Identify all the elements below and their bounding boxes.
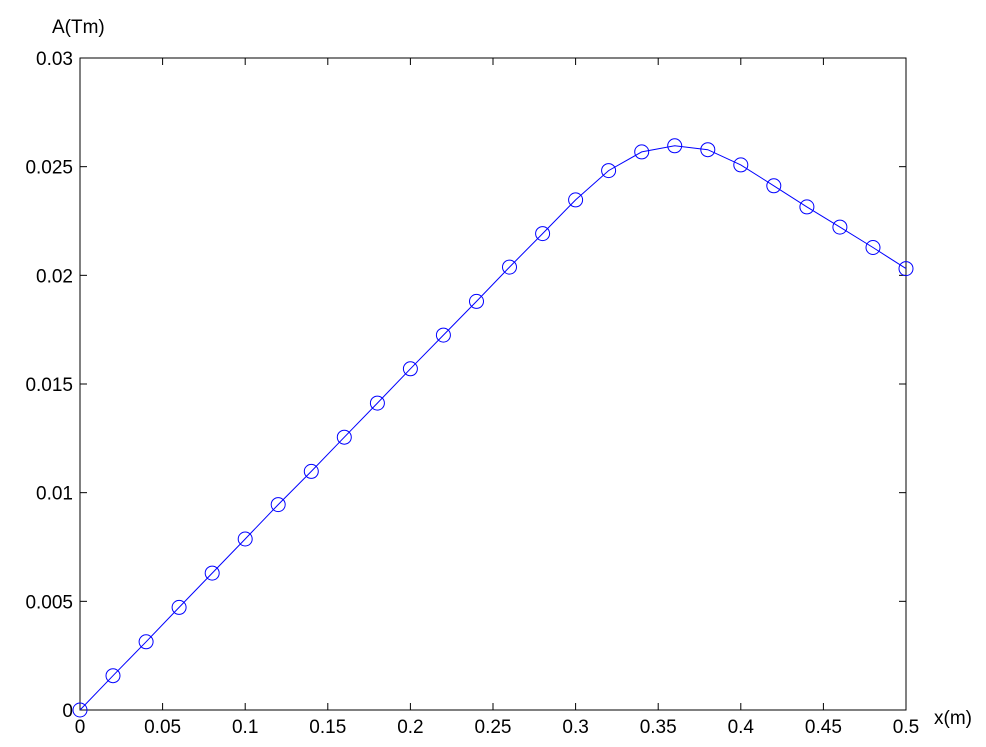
x-tick-label: 0.4 [728, 717, 755, 738]
y-tick-label: 0.01 [36, 484, 73, 505]
data-point-marker [733, 157, 749, 173]
data-point-marker [204, 565, 220, 581]
data-point-marker [435, 327, 451, 343]
x-tick-label: 0.45 [805, 717, 842, 738]
y-axis-label: A(Tm) [52, 17, 105, 38]
data-point-marker [832, 219, 848, 235]
x-tick-label: 0.05 [144, 717, 181, 738]
data-point-marker [138, 634, 154, 650]
data-point-marker [865, 240, 881, 255]
data-point-marker [369, 395, 385, 411]
data-point-marker [766, 178, 782, 194]
x-tick-label: 0.35 [640, 717, 677, 738]
data-point-marker [336, 429, 352, 445]
data-point-marker [898, 261, 914, 277]
data-point-marker [601, 163, 617, 179]
y-tick-label: 0.015 [25, 375, 73, 396]
x-tick-label: 0.3 [562, 717, 588, 738]
data-point-marker [502, 259, 517, 275]
x-tick-label: 0.2 [397, 717, 423, 738]
data-point-marker [402, 361, 418, 377]
x-axis-ticks: 0 0.05 0.1 0.15 0.2 0.25 0.3 0.35 0.4 0.45 0.5 [75, 58, 919, 738]
data-point-marker [469, 293, 484, 309]
x-tick-label: 0.15 [309, 717, 346, 738]
x-tick-label: 0.5 [893, 717, 919, 738]
data-point-marker [303, 463, 319, 479]
data-point-marker [270, 497, 286, 513]
y-tick-label: 0.025 [25, 158, 73, 179]
y-tick-label: 0.03 [36, 49, 73, 70]
y-tick-label: 0.005 [25, 592, 73, 613]
plot-area [79, 57, 907, 711]
x-axis-label: x(m) [934, 708, 972, 729]
data-point-marker [72, 702, 88, 718]
data-point-marker [634, 144, 650, 160]
x-tick-label: 0 [75, 717, 86, 738]
data-point-marker [568, 192, 584, 208]
y-axis-ticks: 0 0.005 0.01 0.015 0.02 0.025 0.03 [25, 49, 906, 722]
data-point-marker [171, 599, 187, 615]
data-point-marker [105, 668, 121, 684]
data-point-marker [799, 199, 815, 215]
y-tick-label: 0.02 [36, 266, 73, 287]
data-point-marker [667, 138, 683, 154]
x-tick-label: 0.1 [232, 717, 258, 738]
data-point-marker [700, 142, 716, 158]
series-line [79, 145, 907, 711]
x-tick-label: 0.25 [475, 717, 512, 738]
data-point-marker [535, 226, 551, 242]
y-tick-label: 0 [62, 701, 73, 722]
series-group [72, 138, 914, 718]
data-point-marker [237, 531, 253, 547]
